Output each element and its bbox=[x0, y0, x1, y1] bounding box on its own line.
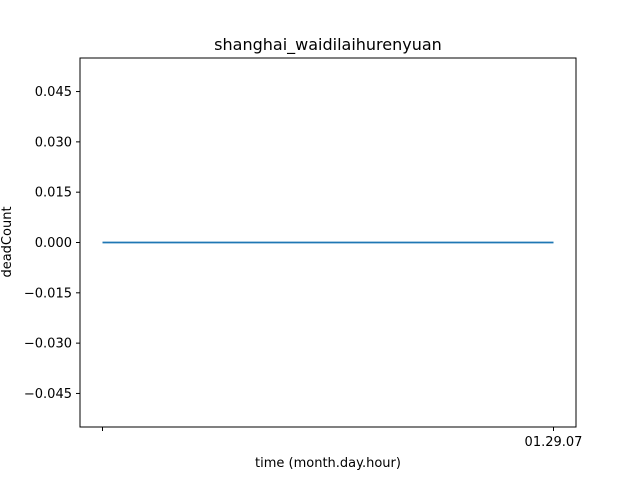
y-tick-label: 0.015 bbox=[35, 186, 72, 201]
y-tick-label: 0.000 bbox=[35, 236, 72, 251]
chart-title: shanghai_waidilaihurenyuan bbox=[214, 35, 442, 55]
y-tick-label: 0.030 bbox=[35, 135, 72, 150]
y-axis-label: deadCount bbox=[0, 206, 15, 277]
x-axis: 01.29.07 bbox=[102, 427, 583, 450]
x-axis-label: time (month.day.hour) bbox=[255, 456, 401, 471]
y-tick-label: −0.045 bbox=[24, 387, 72, 402]
y-tick-label: 0.045 bbox=[35, 85, 72, 100]
x-tick-label: 01.29.07 bbox=[525, 435, 583, 450]
y-axis: −0.045 −0.030 −0.015 0.000 0.015 0.030 0.045 bbox=[24, 85, 80, 402]
y-tick-label: −0.015 bbox=[24, 286, 72, 301]
y-tick-label: −0.030 bbox=[24, 337, 72, 352]
